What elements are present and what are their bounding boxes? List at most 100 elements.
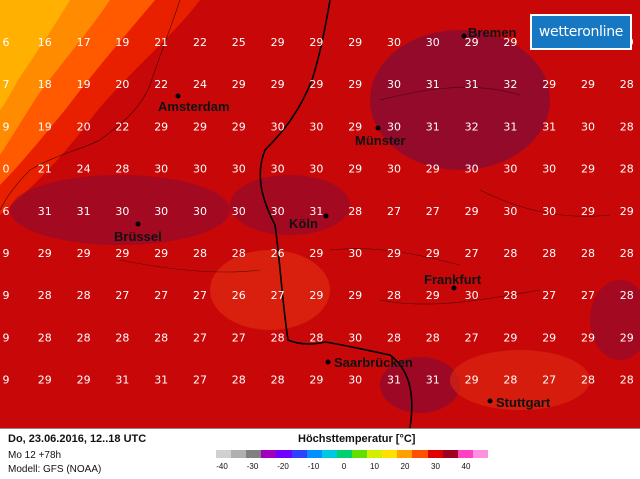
- temperature-value: 27: [271, 289, 285, 302]
- legend-tick-label: 30: [431, 462, 440, 471]
- temperature-value: 29: [542, 78, 556, 91]
- temperature-value: 16: [38, 36, 52, 49]
- logo-text: wetteronline: [538, 24, 624, 40]
- temperature-value: 27: [465, 331, 479, 344]
- wetteronline-logo[interactable]: wetteronline: [530, 14, 632, 50]
- temperature-value: 30: [115, 205, 129, 218]
- temperature-value: 28: [348, 205, 362, 218]
- legend-color-swatch: [457, 450, 473, 458]
- legend-tick-label: -20: [277, 462, 289, 471]
- coastline: [0, 0, 181, 211]
- temperature-value: 28: [620, 289, 634, 302]
- temperature-value: 28: [115, 331, 129, 344]
- temperature-value: 24: [77, 163, 91, 176]
- temperature-value: 30: [193, 205, 207, 218]
- temperature-value: 29: [232, 78, 246, 91]
- city-label-amsterdam: Amsterdam: [158, 99, 230, 114]
- temperature-value: 29: [581, 205, 595, 218]
- temperature-value: 30: [193, 163, 207, 176]
- legend-color-bar: [216, 450, 488, 458]
- legend-tick-label: -40: [216, 462, 228, 471]
- temperature-value: 6: [3, 205, 10, 218]
- country-border: [259, 0, 413, 428]
- temperature-value: 25: [232, 36, 246, 49]
- city-marker-frankfurt: [451, 285, 457, 291]
- temperature-value: 31: [542, 120, 556, 133]
- legend-color-swatch: [291, 450, 307, 458]
- legend-color-swatch: [382, 450, 398, 458]
- legend-color-swatch: [336, 450, 352, 458]
- temperature-value: 29: [232, 120, 246, 133]
- temperature-value: 30: [348, 331, 362, 344]
- temperature-value: 28: [620, 78, 634, 91]
- temperature-value: 29: [154, 247, 168, 260]
- temperature-value: 29: [271, 78, 285, 91]
- temperature-value: 29: [465, 374, 479, 387]
- temperature-value: 20: [77, 120, 91, 133]
- temperature-value: 28: [620, 247, 634, 260]
- temperature-value: 31: [426, 120, 440, 133]
- temperature-value: 31: [503, 120, 517, 133]
- temperature-value: 31: [38, 205, 52, 218]
- city-label-brussel: Brüssel: [114, 229, 162, 244]
- temperature-value: 19: [38, 120, 52, 133]
- legend-tick-label: 0: [341, 462, 347, 471]
- temperature-value: 28: [115, 163, 129, 176]
- legend-color-swatch: [442, 450, 458, 458]
- warm-spot-center: [210, 250, 330, 330]
- temperature-value: 30: [309, 163, 323, 176]
- temperature-value: 27: [193, 331, 207, 344]
- temperature-value: 27: [232, 331, 246, 344]
- temperature-value: 30: [387, 36, 401, 49]
- temperature-value: 29: [348, 289, 362, 302]
- city-label-munster: Münster: [355, 133, 406, 148]
- city-label-frankfurt: Frankfurt: [424, 272, 482, 287]
- temperature-value: 28: [38, 289, 52, 302]
- temperature-value: 9: [3, 331, 10, 344]
- temperature-value: 31: [115, 374, 129, 387]
- temperature-value: 29: [271, 36, 285, 49]
- temperature-value: 28: [503, 289, 517, 302]
- temperature-value: 30: [348, 374, 362, 387]
- legend-color-swatch: [246, 450, 262, 458]
- temperature-value: 30: [309, 120, 323, 133]
- temperature-value: 29: [426, 247, 440, 260]
- temperature-value: 32: [503, 78, 517, 91]
- temperature-value: 28: [620, 120, 634, 133]
- temperature-value: 28: [581, 247, 595, 260]
- temperature-value: 20: [115, 78, 129, 91]
- temperature-value: 28: [503, 247, 517, 260]
- temperature-value: 28: [581, 374, 595, 387]
- temperature-value: 22: [193, 36, 207, 49]
- temperature-value: 17: [77, 36, 91, 49]
- temperature-value: 27: [426, 205, 440, 218]
- legend-color-swatch: [276, 450, 292, 458]
- legend-color-swatch: [306, 450, 322, 458]
- city-markers: Bremen Amsterdam Münster Köln Brüssel Fr…: [114, 25, 551, 410]
- temperature-value: 22: [154, 78, 168, 91]
- temperature-value: 30: [271, 205, 285, 218]
- city-marker-munster: [375, 125, 381, 131]
- temperature-value: 29: [309, 36, 323, 49]
- temperature-value: 29: [309, 247, 323, 260]
- temperature-value: 29: [309, 78, 323, 91]
- temperature-value: 29: [465, 36, 479, 49]
- temperature-value: 29: [77, 247, 91, 260]
- temperature-value: 28: [154, 331, 168, 344]
- temperature-value: 27: [387, 205, 401, 218]
- temperature-value: 29: [38, 247, 52, 260]
- temperature-value: 30: [465, 289, 479, 302]
- temperature-value: 28: [193, 247, 207, 260]
- temperature-value: 27: [465, 247, 479, 260]
- city-label-stuttgart: Stuttgart: [496, 395, 551, 410]
- temperature-value: 30: [387, 78, 401, 91]
- temperature-value: 30: [232, 205, 246, 218]
- temperature-value: 7: [3, 78, 10, 91]
- temperature-value: 29: [426, 289, 440, 302]
- legend-tick-label: 20: [400, 462, 410, 471]
- temperature-value: 31: [426, 78, 440, 91]
- model-run: Mo 12 +78h: [8, 450, 62, 461]
- temperature-value: 26: [232, 289, 246, 302]
- temperature-value: 27: [542, 374, 556, 387]
- temperature-value: 29: [348, 78, 362, 91]
